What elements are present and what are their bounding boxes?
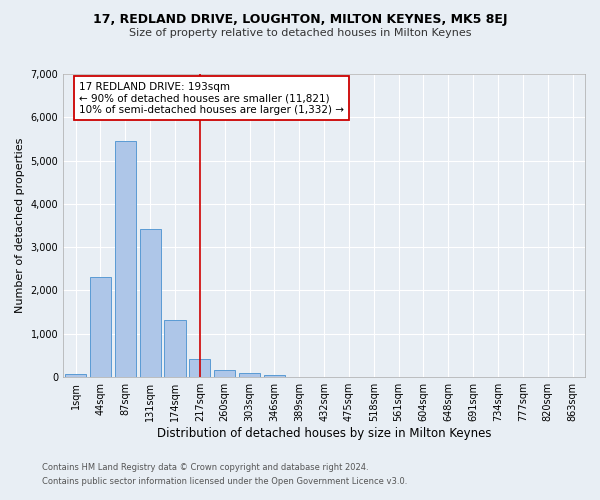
Bar xyxy=(140,228,161,377)
Text: 17 REDLAND DRIVE: 193sqm
← 90% of detached houses are smaller (11,821)
10% of se: 17 REDLAND DRIVE: 193sqm ← 90% of detach… xyxy=(79,82,344,115)
Bar xyxy=(264,374,285,377)
Text: Size of property relative to detached houses in Milton Keynes: Size of property relative to detached ho… xyxy=(129,28,471,38)
X-axis label: Distribution of detached houses by size in Milton Keynes: Distribution of detached houses by size … xyxy=(157,427,491,440)
Bar xyxy=(65,374,86,377)
Text: 17, REDLAND DRIVE, LOUGHTON, MILTON KEYNES, MK5 8EJ: 17, REDLAND DRIVE, LOUGHTON, MILTON KEYN… xyxy=(93,12,507,26)
Text: Contains HM Land Registry data © Crown copyright and database right 2024.: Contains HM Land Registry data © Crown c… xyxy=(42,464,368,472)
Bar xyxy=(115,141,136,377)
Bar xyxy=(239,373,260,377)
Y-axis label: Number of detached properties: Number of detached properties xyxy=(15,138,25,313)
Bar xyxy=(164,320,185,377)
Bar xyxy=(189,359,211,377)
Text: Contains public sector information licensed under the Open Government Licence v3: Contains public sector information licen… xyxy=(42,477,407,486)
Bar xyxy=(214,370,235,377)
Bar xyxy=(90,278,111,377)
